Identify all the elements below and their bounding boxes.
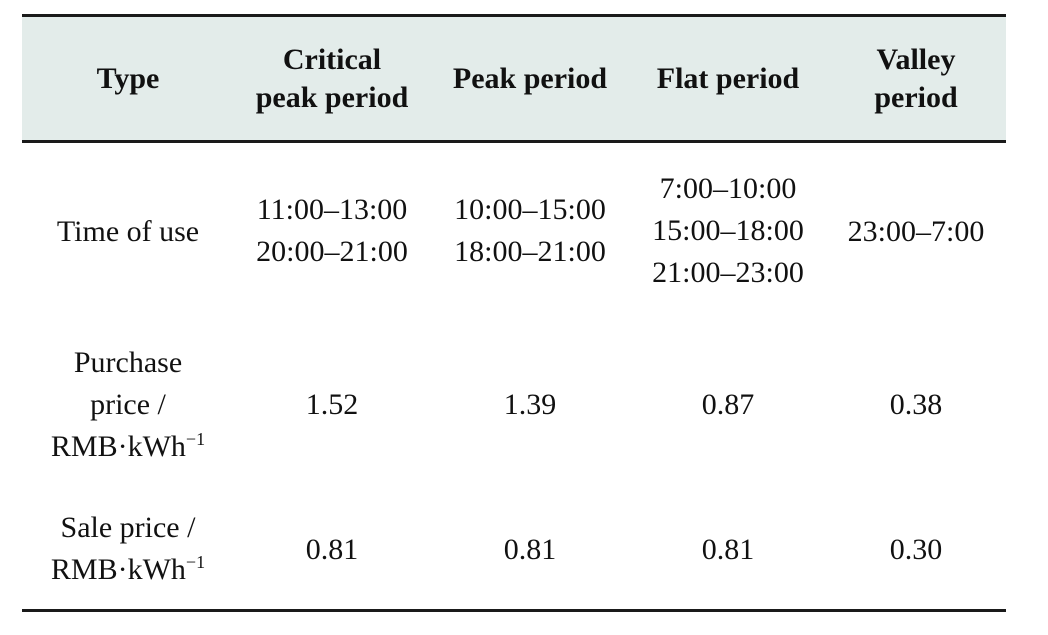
sale-valley-cell: 0.30 [826,489,1006,612]
purchase-valley-cell: 0.38 [889,387,943,421]
row-label-purchase: Purchase price / RMB·kWh−1 [50,345,206,463]
header-valley-line-1: Valley [876,43,956,76]
header-flat: Flat period [630,14,826,143]
time-peak-cell: 10:00–15:00 18:00–21:00 [454,193,606,269]
table-body: Time of use 11:00–13:00 20:00–21:00 10:0… [22,142,1006,612]
header-type: Type [22,14,234,143]
tariff-table-container: Type Critical peak period Peak period Fl… [22,14,1006,612]
header-peak: Peak period [430,14,630,143]
sale-peak-cell: 0.81 [430,489,630,612]
time-valley-cell: 23:00–7:00 [847,214,985,248]
sale-flat-cell: 0.81 [630,489,826,612]
table-row-purchase-price: Purchase price / RMB·kWh−1 1.52 1.39 0.8… [22,320,1006,490]
purchase-peak-cell: 1.39 [503,387,557,421]
header-critical-peak: Critical peak period [234,14,430,143]
row-label-sale: Sale price / RMB·kWh−1 [22,489,234,612]
header-critical-line-2: peak period [255,80,409,114]
header-valley-line-2: period [874,80,958,114]
sale-critical-cell: 0.81 [234,489,430,612]
table-row-time-of-use: Time of use 11:00–13:00 20:00–21:00 10:0… [22,142,1006,320]
superscript-minus-one: −1 [185,428,206,449]
superscript-minus-one: −1 [185,552,206,573]
purchase-flat-cell: 0.87 [701,387,755,421]
header-critical-line-1: Critical [282,43,382,76]
header-valley: Valley period [826,14,1006,143]
table-header: Type Critical peak period Peak period Fl… [22,14,1006,143]
time-critical-cell: 11:00–13:00 20:00–21:00 [256,193,408,269]
purchase-critical-cell: 1.52 [305,387,359,421]
header-row: Type Critical peak period Peak period Fl… [22,14,1006,143]
tariff-table: Type Critical peak period Peak period Fl… [22,14,1006,612]
table-row-sale-price: Sale price / RMB·kWh−1 0.81 0.81 0.81 0.… [22,489,1006,612]
time-flat-cell: 7:00–10:00 15:00–18:00 21:00–23:00 [652,172,804,290]
row-label-time: Time of use [56,214,200,248]
